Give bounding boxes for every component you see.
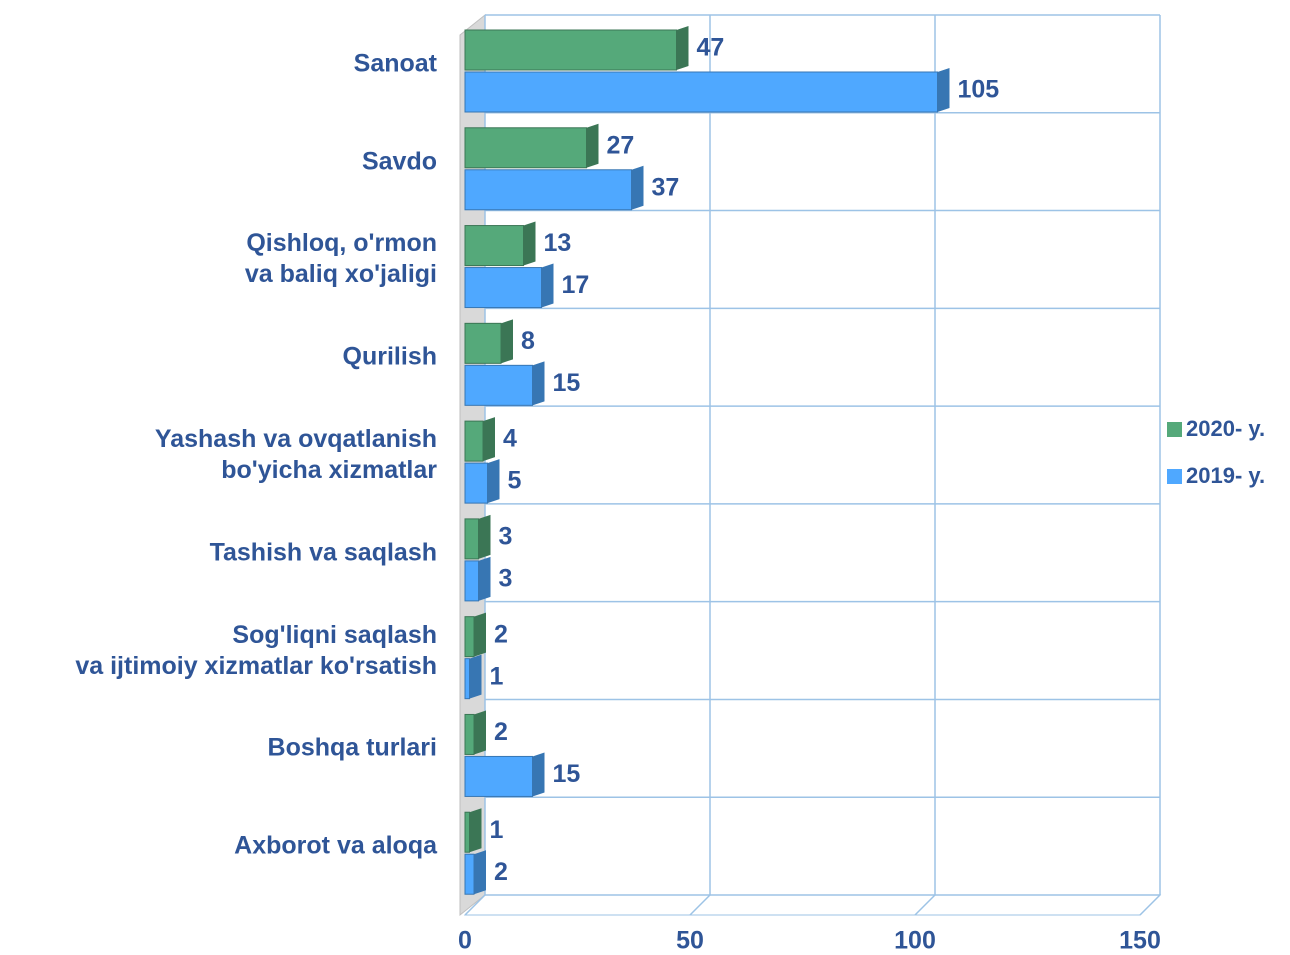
value-label: 3 bbox=[499, 564, 513, 592]
value-label: 2 bbox=[494, 858, 508, 886]
bar-side bbox=[631, 165, 644, 210]
bar-side bbox=[469, 808, 482, 853]
category-label: Savdo bbox=[361, 147, 437, 176]
bar-side bbox=[474, 710, 486, 755]
legend-label: 2019- y. bbox=[1186, 463, 1265, 488]
bar-side bbox=[532, 361, 545, 406]
bar-side bbox=[676, 26, 689, 70]
bar-side bbox=[523, 221, 536, 266]
bar-side bbox=[541, 263, 554, 308]
value-label: 15 bbox=[553, 369, 581, 397]
bar-face bbox=[464, 322, 502, 364]
bar-face bbox=[464, 71, 938, 113]
x-tick-label: 150 bbox=[1119, 927, 1161, 955]
bar-side bbox=[483, 417, 495, 462]
bar-face bbox=[464, 755, 533, 797]
bar-face bbox=[464, 518, 479, 560]
category-label: Sog'liqni saqlash va ijtimoiy xizmatlar … bbox=[75, 620, 437, 680]
grid-line bbox=[464, 15, 486, 916]
axis-floor bbox=[463, 894, 1162, 916]
bar bbox=[464, 752, 545, 797]
value-label: 4 bbox=[503, 425, 517, 453]
grid-line bbox=[1139, 15, 1161, 916]
bar-side bbox=[474, 850, 486, 895]
x-tick-label: 0 bbox=[458, 927, 472, 955]
bar-face bbox=[464, 225, 524, 267]
legend-swatch bbox=[1167, 469, 1182, 484]
value-label: 2 bbox=[494, 718, 508, 746]
bar bbox=[464, 361, 545, 406]
value-label: 13 bbox=[544, 229, 572, 257]
category-label: Yashash va ovqatlanish bo'yicha xizmatla… bbox=[154, 425, 437, 484]
bar-face bbox=[464, 560, 479, 602]
category-label: Tashish va saqlash bbox=[209, 538, 437, 567]
value-label: 8 bbox=[521, 327, 535, 355]
bar-face bbox=[464, 811, 470, 853]
value-label: 5 bbox=[508, 467, 522, 495]
bar-face bbox=[464, 29, 677, 71]
bar bbox=[464, 654, 482, 700]
x-tick-label: 50 bbox=[676, 927, 704, 955]
bar-side bbox=[478, 556, 491, 601]
bar bbox=[464, 165, 644, 211]
bar-side bbox=[478, 514, 491, 559]
bar bbox=[464, 556, 491, 602]
bar bbox=[464, 417, 495, 462]
bar bbox=[464, 26, 689, 71]
bar bbox=[464, 850, 486, 895]
bar-face bbox=[464, 169, 632, 211]
bar bbox=[464, 612, 486, 658]
bar-side bbox=[937, 68, 950, 112]
bar-side bbox=[487, 459, 500, 504]
value-label: 1 bbox=[490, 816, 504, 844]
bar-side bbox=[586, 123, 599, 168]
bar bbox=[464, 710, 486, 755]
category-label: Axborot va aloqa bbox=[234, 831, 437, 860]
bar-side bbox=[532, 752, 545, 797]
legend-label: 2020- y. bbox=[1186, 416, 1265, 441]
value-label: 1 bbox=[490, 662, 504, 690]
value-label: 2 bbox=[494, 620, 508, 648]
category-label: Qurilish bbox=[342, 342, 437, 371]
bar-face bbox=[464, 462, 488, 504]
category-label: Boshqa turlari bbox=[267, 733, 437, 762]
category-label: Sanoat bbox=[353, 49, 437, 78]
value-label: 47 bbox=[697, 34, 725, 62]
value-label: 105 bbox=[958, 76, 1000, 104]
grid-line bbox=[689, 15, 711, 916]
bar-face bbox=[464, 713, 475, 755]
bar bbox=[464, 68, 950, 113]
value-label: 27 bbox=[607, 131, 635, 159]
bar bbox=[464, 514, 491, 560]
value-label: 37 bbox=[652, 173, 680, 201]
bar-face bbox=[464, 853, 475, 895]
legend-swatch bbox=[1167, 422, 1182, 437]
bar bbox=[464, 221, 536, 267]
bar-side bbox=[501, 319, 513, 364]
x-tick-label: 100 bbox=[894, 927, 936, 955]
bar bbox=[464, 319, 513, 364]
bar-face bbox=[464, 127, 587, 169]
bar-side bbox=[474, 612, 486, 657]
bar bbox=[464, 808, 482, 853]
bar-side bbox=[469, 654, 482, 699]
bar-face bbox=[464, 658, 470, 700]
value-label: 15 bbox=[553, 760, 581, 788]
bar-face bbox=[464, 364, 533, 406]
bar bbox=[464, 263, 554, 309]
bar bbox=[464, 459, 500, 504]
value-label: 3 bbox=[499, 522, 513, 550]
bar bbox=[464, 123, 599, 169]
grid-line bbox=[914, 15, 936, 916]
value-label: 17 bbox=[562, 271, 590, 299]
bar-face bbox=[464, 616, 475, 658]
category-label: Qishloq, o'rmon va baliq xo'jaligi bbox=[244, 229, 437, 289]
bar-face bbox=[464, 420, 484, 462]
bar-face bbox=[464, 267, 542, 309]
